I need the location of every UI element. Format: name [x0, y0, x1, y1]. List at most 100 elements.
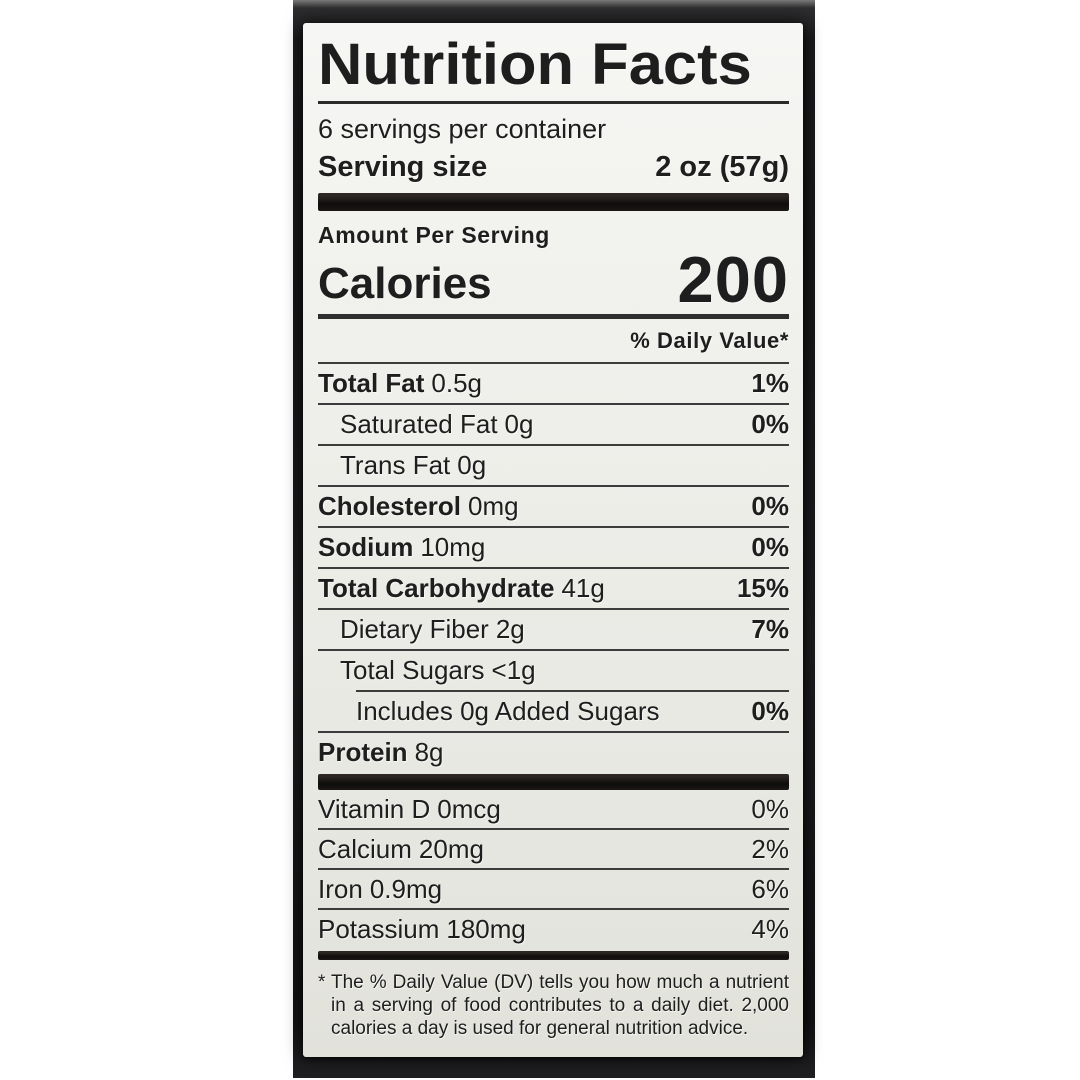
nutrient-name: Saturated Fat — [340, 409, 498, 440]
footnote-marker: * — [318, 972, 326, 994]
nutrient-name: Dietary Fiber — [340, 614, 489, 645]
nutrient-amount: 0g — [457, 450, 487, 481]
nutrient-text: Potassium 180mg — [318, 914, 526, 945]
nutrient-text: Vitamin D 0mcg — [318, 794, 501, 825]
daily-value-header: % Daily Value* — [630, 328, 789, 354]
serving-size-row: Serving size 2 oz (57g) — [318, 150, 789, 185]
nutrient-name: Includes 0g Added Sugars — [356, 696, 660, 727]
nutrient-row: Cholesterol 0mg 0% — [318, 487, 789, 526]
nutrient-row: Vitamin D 0mcg 0% — [318, 790, 789, 828]
row-divider — [318, 828, 789, 831]
nutrient-name: Cholesterol — [318, 491, 462, 522]
calories-underline — [318, 314, 789, 320]
photo-background: Nutrition Facts 6 servings per container… — [293, 0, 815, 1078]
nutrient-name: Potassium — [318, 913, 440, 944]
nutrient-row: Total Fat 0.5g 1% — [318, 364, 789, 403]
row-divider — [318, 485, 789, 488]
nutrient-dv: 15% — [736, 573, 789, 604]
nutrient-row: Dietary Fiber 2g 7% — [318, 610, 789, 649]
amount-per-serving-label: Amount Per Serving — [318, 222, 550, 249]
nutrient-dv: 2% — [751, 833, 789, 864]
nutrient-amount: 0g — [504, 409, 534, 440]
nutrient-text: Includes 0g Added Sugars — [356, 696, 660, 727]
nutrient-row: Iron 0.9mg 6% — [318, 870, 789, 908]
nutrient-text: Saturated Fat 0g — [340, 409, 533, 440]
nutrient-text: Total Sugars <1g — [340, 655, 536, 686]
row-divider — [318, 444, 789, 447]
thick-separator-middle — [318, 774, 789, 791]
nutrient-text: Sodium 10mg — [318, 532, 485, 563]
nutrient-row: Trans Fat 0g — [318, 446, 789, 485]
nutrient-name: Calcium — [318, 833, 412, 864]
nutrient-row: Saturated Fat 0g 0% — [318, 405, 789, 444]
nutrient-dv: 0% — [751, 793, 789, 824]
row-divider — [356, 690, 789, 693]
nutrient-dv: 0% — [751, 491, 789, 522]
nutrient-row: Potassium 180mg 4% — [318, 910, 789, 948]
nutrient-text: Iron 0.9mg — [318, 874, 442, 905]
nutrient-dv: 1% — [751, 368, 789, 399]
nutrient-name: Total Sugars — [340, 655, 485, 686]
row-divider — [318, 731, 789, 734]
micronutrient-rows: Vitamin D 0mcg 0% Calcium 20mg 2% Iron 0.9mg 6% P… — [318, 790, 789, 948]
row-divider — [318, 868, 789, 871]
thick-separator-top — [318, 193, 789, 212]
nutrient-dv: 0% — [751, 696, 789, 727]
nutrient-amount: <1g — [491, 655, 536, 686]
nutrient-amount: 0.5g — [431, 368, 483, 399]
nutrient-text: Protein 8g — [318, 737, 444, 768]
nutrient-name: Sodium — [318, 532, 414, 563]
footnote: * The % Daily Value (DV) tells you how m… — [318, 971, 789, 1040]
nutrient-name: Total Carbohydrate — [318, 573, 555, 604]
row-divider — [318, 526, 789, 529]
nutrient-dv: 7% — [751, 614, 789, 645]
label-title: Nutrition Facts — [318, 32, 752, 97]
nutrient-amount: 180mg — [446, 913, 526, 944]
calories-row: Calories 200 — [318, 243, 789, 317]
nutrient-name: Protein — [318, 737, 408, 768]
title-underline — [318, 101, 789, 105]
footnote-text: The % Daily Value (DV) tells you how muc… — [331, 972, 789, 1040]
nutrient-amount: 0mg — [468, 491, 519, 522]
nutrient-row: Protein 8g — [318, 733, 789, 772]
nutrient-row: Calcium 20mg 2% — [318, 830, 789, 868]
nutrition-label: Nutrition Facts 6 servings per container… — [303, 23, 803, 1057]
nutrient-amount: 2g — [495, 614, 525, 645]
nutrient-name: Trans Fat — [340, 450, 451, 481]
nutrient-dv: 4% — [751, 913, 789, 944]
serving-size-value: 2 oz (57g) — [655, 150, 789, 183]
nutrient-name: Iron — [318, 873, 363, 904]
calories-value: 200 — [677, 243, 789, 317]
row-divider — [318, 567, 789, 570]
nutrient-row: Sodium 10mg 0% — [318, 528, 789, 567]
nutrient-row: Includes 0g Added Sugars 0% — [318, 692, 789, 731]
nutrient-text: Total Fat 0.5g — [318, 368, 482, 399]
nutrient-amount: 41g — [561, 573, 605, 604]
nutrient-name: Total Fat — [318, 368, 425, 399]
thick-separator-bottom — [318, 951, 789, 961]
serving-size-label: Serving size — [318, 150, 488, 183]
nutrient-amount: 0mcg — [437, 793, 501, 824]
nutrient-dv: 0% — [751, 532, 789, 563]
nutrient-amount: 10mg — [420, 532, 486, 563]
nutrient-amount: 8g — [414, 737, 444, 768]
nutrient-text: Cholesterol 0mg — [318, 491, 519, 522]
nutrient-text: Total Carbohydrate 41g — [318, 573, 605, 604]
nutrient-amount: 20mg — [418, 833, 484, 864]
nutrient-dv: 6% — [751, 873, 789, 904]
servings-per-container: 6 servings per container — [318, 114, 607, 145]
row-divider — [318, 403, 789, 406]
nutrient-rows: Total Fat 0.5g 1% Saturated Fat 0g 0% Trans Fa… — [318, 362, 789, 772]
nutrient-text: Dietary Fiber 2g — [340, 614, 525, 645]
nutrient-text: Calcium 20mg — [318, 834, 484, 865]
row-divider — [318, 649, 789, 652]
row-divider — [318, 608, 789, 611]
nutrient-row: Total Carbohydrate 41g 15% — [318, 569, 789, 608]
row-divider — [318, 908, 789, 911]
nutrient-name: Vitamin D — [318, 793, 431, 824]
nutrient-amount: 0.9mg — [369, 873, 443, 904]
calories-label: Calories — [318, 259, 492, 309]
nutrient-text: Trans Fat 0g — [340, 450, 486, 481]
nutrient-row: Total Sugars <1g — [318, 651, 789, 690]
